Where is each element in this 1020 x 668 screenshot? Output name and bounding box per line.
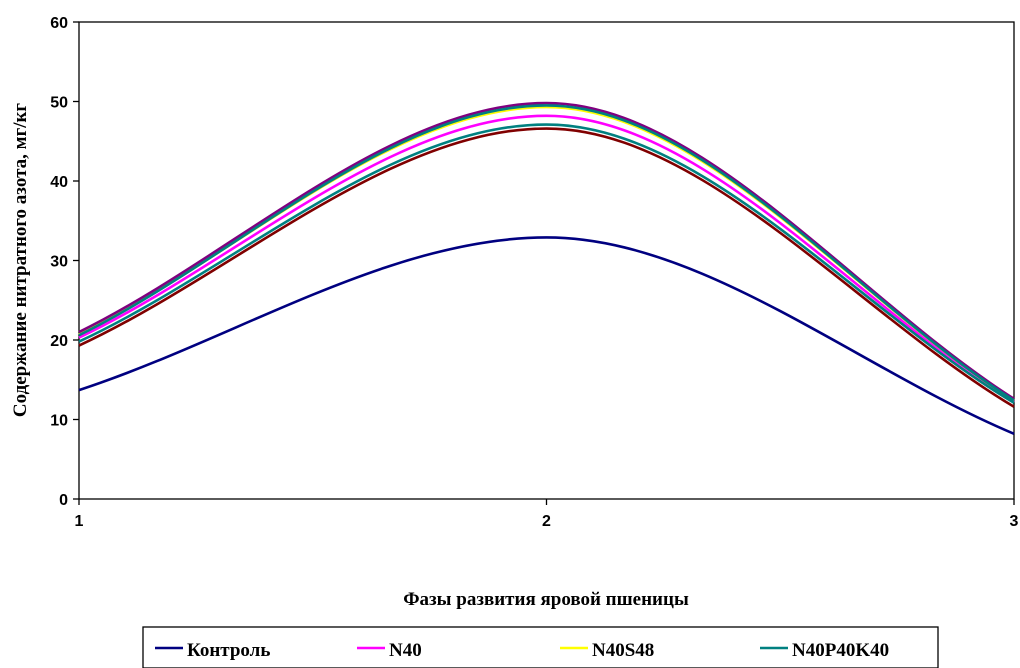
y-tick-label: 30 — [50, 254, 68, 271]
y-tick-label: 50 — [50, 95, 68, 112]
series-line — [78, 127, 1015, 408]
plot-area — [78, 21, 1015, 500]
y-tick-label: 60 — [50, 15, 68, 32]
series-line — [78, 104, 1015, 402]
y-tick-label: 10 — [50, 413, 68, 430]
legend-label: Контроль — [187, 640, 270, 661]
x-tick-label: 3 — [1010, 513, 1019, 530]
legend-label: N40P40K40 — [792, 640, 889, 661]
series-line — [78, 101, 1015, 400]
y-tick-label: 20 — [50, 333, 68, 350]
legend-label: N40 — [389, 640, 422, 661]
y-axis-title: Содержание нитратного азота, мг/кг — [10, 103, 31, 417]
y-tick-label: 0 — [59, 492, 68, 509]
series-lines — [78, 101, 1015, 436]
x-axis-ticks: 1 2 3 — [75, 499, 1019, 530]
x-axis-title: Фазы развития яровой пшеницы — [403, 589, 689, 610]
series-line — [78, 114, 1015, 404]
legend: КонтрольN40N40S48N40P40K40N40P40K40S12N6… — [155, 640, 889, 661]
y-axis-ticks: 0 10 20 30 40 50 60 — [50, 15, 79, 509]
legend-label: N40S48 — [592, 640, 654, 661]
series-line — [78, 123, 1015, 404]
x-tick-label: 2 — [542, 513, 551, 530]
series-line — [78, 236, 1015, 436]
legend-box — [142, 626, 939, 668]
x-tick-label: 1 — [75, 513, 84, 530]
y-tick-label: 40 — [50, 174, 68, 191]
